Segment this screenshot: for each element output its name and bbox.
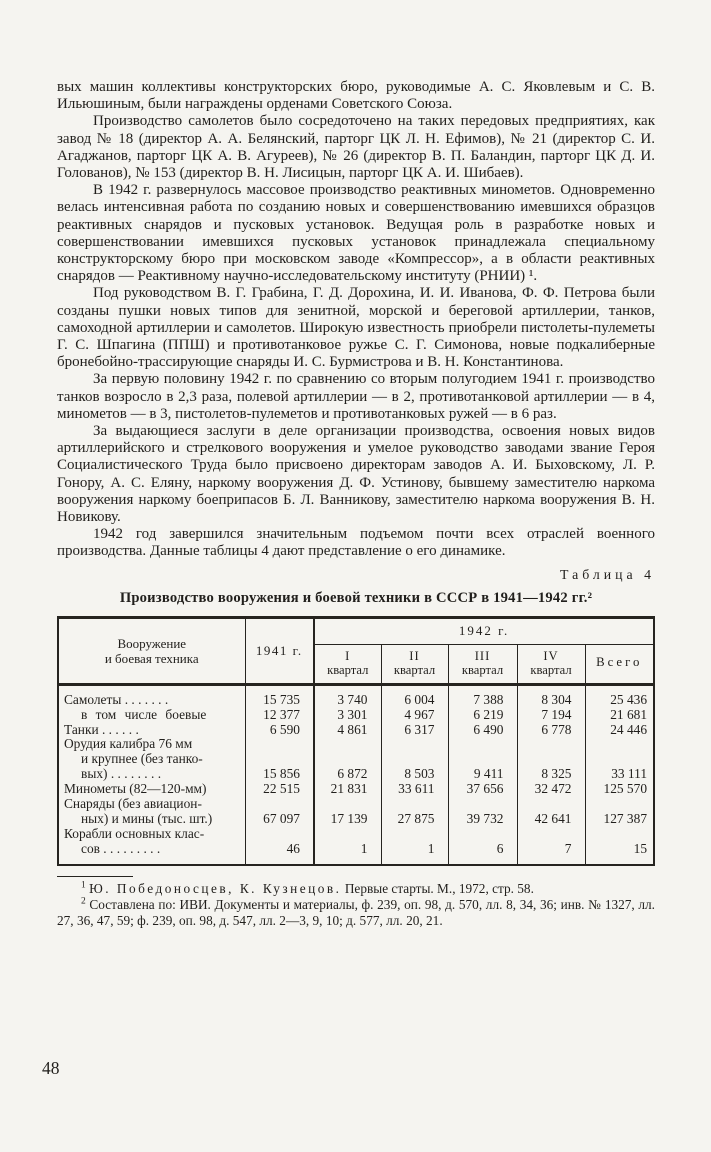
table-cell-value: 15 xyxy=(584,826,655,865)
footnote-text: Составлена по: ИВИ. Документы и материал… xyxy=(57,897,655,929)
table-cell-value: 7 xyxy=(516,826,585,865)
table-cell-value: 21 681 xyxy=(584,707,655,723)
page-number: 48 xyxy=(42,1058,60,1078)
table-cell-value: 39 732 xyxy=(447,797,517,827)
footnote-rule xyxy=(57,875,133,877)
table-cell-value: 9 411 xyxy=(447,737,517,783)
footnote-marker: 1 xyxy=(81,880,86,891)
table-cell-value: 125 570 xyxy=(584,781,655,798)
table-cell-value: 6 317 xyxy=(380,722,448,738)
table-cell-value: 33 111 xyxy=(584,737,655,783)
table-cell-value: 6 xyxy=(447,826,517,865)
table-cell-value: 8 503 xyxy=(380,737,448,783)
footnote-2: 2 Составлена по: ИВИ. Документы и матери… xyxy=(57,897,655,930)
body-paragraph: За выдающиеся заслуги в деле организации… xyxy=(57,423,655,526)
table-cell-value: 4 861 xyxy=(313,722,381,738)
table-cell-value: 4 967 xyxy=(380,707,448,723)
table-cell-value: 25 436 xyxy=(584,684,655,708)
table-row: Орудия калибра 76 мм и крупнее (без танко… xyxy=(58,737,655,783)
col-header-equipment: Вооружение и боевая техника xyxy=(58,617,246,685)
table-cell-value: 15 735 xyxy=(263,691,300,707)
table-cell-label: Самолеты . . . . . . . xyxy=(58,684,246,708)
table-cell-value: 24 446 xyxy=(584,722,655,738)
table-cell-value: 127 387 xyxy=(584,797,655,827)
table-cell-value: 6 872 xyxy=(313,737,381,783)
table-cell-value: 21 831 xyxy=(313,781,381,798)
table-cell-label: в том числе боевые xyxy=(58,707,246,723)
table-cell-value: 6 778 xyxy=(516,722,585,738)
table-header: Вооружение и боевая техника 1941 г. 1942… xyxy=(58,617,655,685)
table-cell-value: 6 590 xyxy=(269,721,300,737)
table-cell-value: 6 219 xyxy=(447,707,517,723)
body-paragraph: За первую половину 1942 г. по сравнению … xyxy=(57,371,655,422)
col-header-equipment-line: Вооружение xyxy=(117,635,187,651)
footnote-text: Первые старты. М., 1972, стр. 58. xyxy=(344,880,534,896)
table-cell-value: 15 856 xyxy=(263,766,300,782)
table-cell-label: Орудия калибра 76 мм и крупнее (без танко… xyxy=(58,737,246,783)
table-cell-value: 3 301 xyxy=(313,707,381,723)
table-cell-value: 1 xyxy=(313,826,381,865)
table-cell-value: 33 611 xyxy=(380,781,448,798)
col-header-quarter-2: II квартал xyxy=(380,644,448,685)
table-row: Корабли основных клас-сов . . . . . . . … xyxy=(58,826,655,865)
page-content: вых машин коллективы конструкторских бюр… xyxy=(57,79,656,930)
footnote-1: 1 Ю. Победоносцев, К. Кузнецов. Первые с… xyxy=(57,880,655,897)
col-group-1942: 1942 г. xyxy=(312,617,655,645)
table-cell-label: Минометы (82—120-мм) xyxy=(58,781,246,798)
table-row: Минометы (82—120-мм) 22 515 21 831 33 611 37… xyxy=(58,781,655,798)
footnote-authors: Ю. Победоносцев, К. Кузнецов. xyxy=(89,880,342,896)
table-cell-value: 6 004 xyxy=(380,684,448,708)
table-cell-label: Снаряды (без авиацион-ных) и мины (тыс. … xyxy=(58,796,246,827)
table-cell-value: 8 325 xyxy=(516,737,585,783)
table-title: Производство вооружения и боевой техники… xyxy=(119,589,593,606)
table-cell-value: 22 515 xyxy=(263,781,300,797)
table-cell-label: Корабли основных клас-сов . . . . . . . … xyxy=(58,826,246,865)
body-paragraph: 1942 год завершился значительным подъемо… xyxy=(57,526,655,560)
col-header-equipment-line: и боевая техника xyxy=(104,650,199,666)
table-cell-value: 42 641 xyxy=(516,797,585,827)
table-cell-value: 1 xyxy=(380,826,448,865)
body-paragraph: вых машин коллективы конструкторских бюр… xyxy=(57,79,655,113)
col-header-total: Всего xyxy=(584,644,655,685)
table-cell-value: 37 656 xyxy=(447,781,517,798)
table-row: Танки . . . . . . 6 590 4 861 6 317 6 490 6 7… xyxy=(58,721,655,738)
table-row: в том числе боевые 12 377 3 301 4 967 6 219 7… xyxy=(58,706,655,723)
footnote-marker: 2 xyxy=(81,896,86,907)
body-paragraph: В 1942 г. развернулось массовое производ… xyxy=(57,182,655,285)
table-cell-value: 3 740 xyxy=(313,684,381,708)
table-cell-value: 7 388 xyxy=(447,684,517,708)
table-row: Снаряды (без авиацион-ных) и мины (тыс. … xyxy=(58,796,655,827)
table-cell-value: 27 875 xyxy=(380,797,448,827)
body-paragraph: Производство самолетов было сосредоточен… xyxy=(57,113,655,182)
table-body: Самолеты . . . . . . . 15 735 3 740 6 004 7 … xyxy=(58,684,655,865)
production-table: Вооружение и боевая техника 1941 г. 1942… xyxy=(57,615,656,866)
table-label: Таблица 4 xyxy=(559,566,655,582)
col-header-1941: 1941 г. xyxy=(255,642,303,658)
table-cell-value: 6 490 xyxy=(447,722,517,738)
table-cell-value: 32 472 xyxy=(516,781,585,798)
table-row: Самолеты . . . . . . . 15 735 3 740 6 004 7 … xyxy=(58,684,655,708)
col-header-quarter-4: IV квартал xyxy=(516,644,585,685)
col-header-quarter-3: III квартал xyxy=(447,644,517,685)
table-cell-value: 12 377 xyxy=(263,706,300,722)
table-cell-value: 17 139 xyxy=(313,797,381,827)
table-cell-value: 67 097 xyxy=(263,810,300,826)
table-cell-value: 8 304 xyxy=(516,684,585,708)
table-cell-value: 7 194 xyxy=(516,707,585,723)
table-cell-value: 46 xyxy=(286,840,300,856)
body-paragraph: Под руководством В. Г. Грабина, Г. Д. До… xyxy=(57,285,655,371)
table-cell-label: Танки . . . . . . xyxy=(58,722,246,738)
col-header-quarter-1: I квартал xyxy=(313,644,381,685)
